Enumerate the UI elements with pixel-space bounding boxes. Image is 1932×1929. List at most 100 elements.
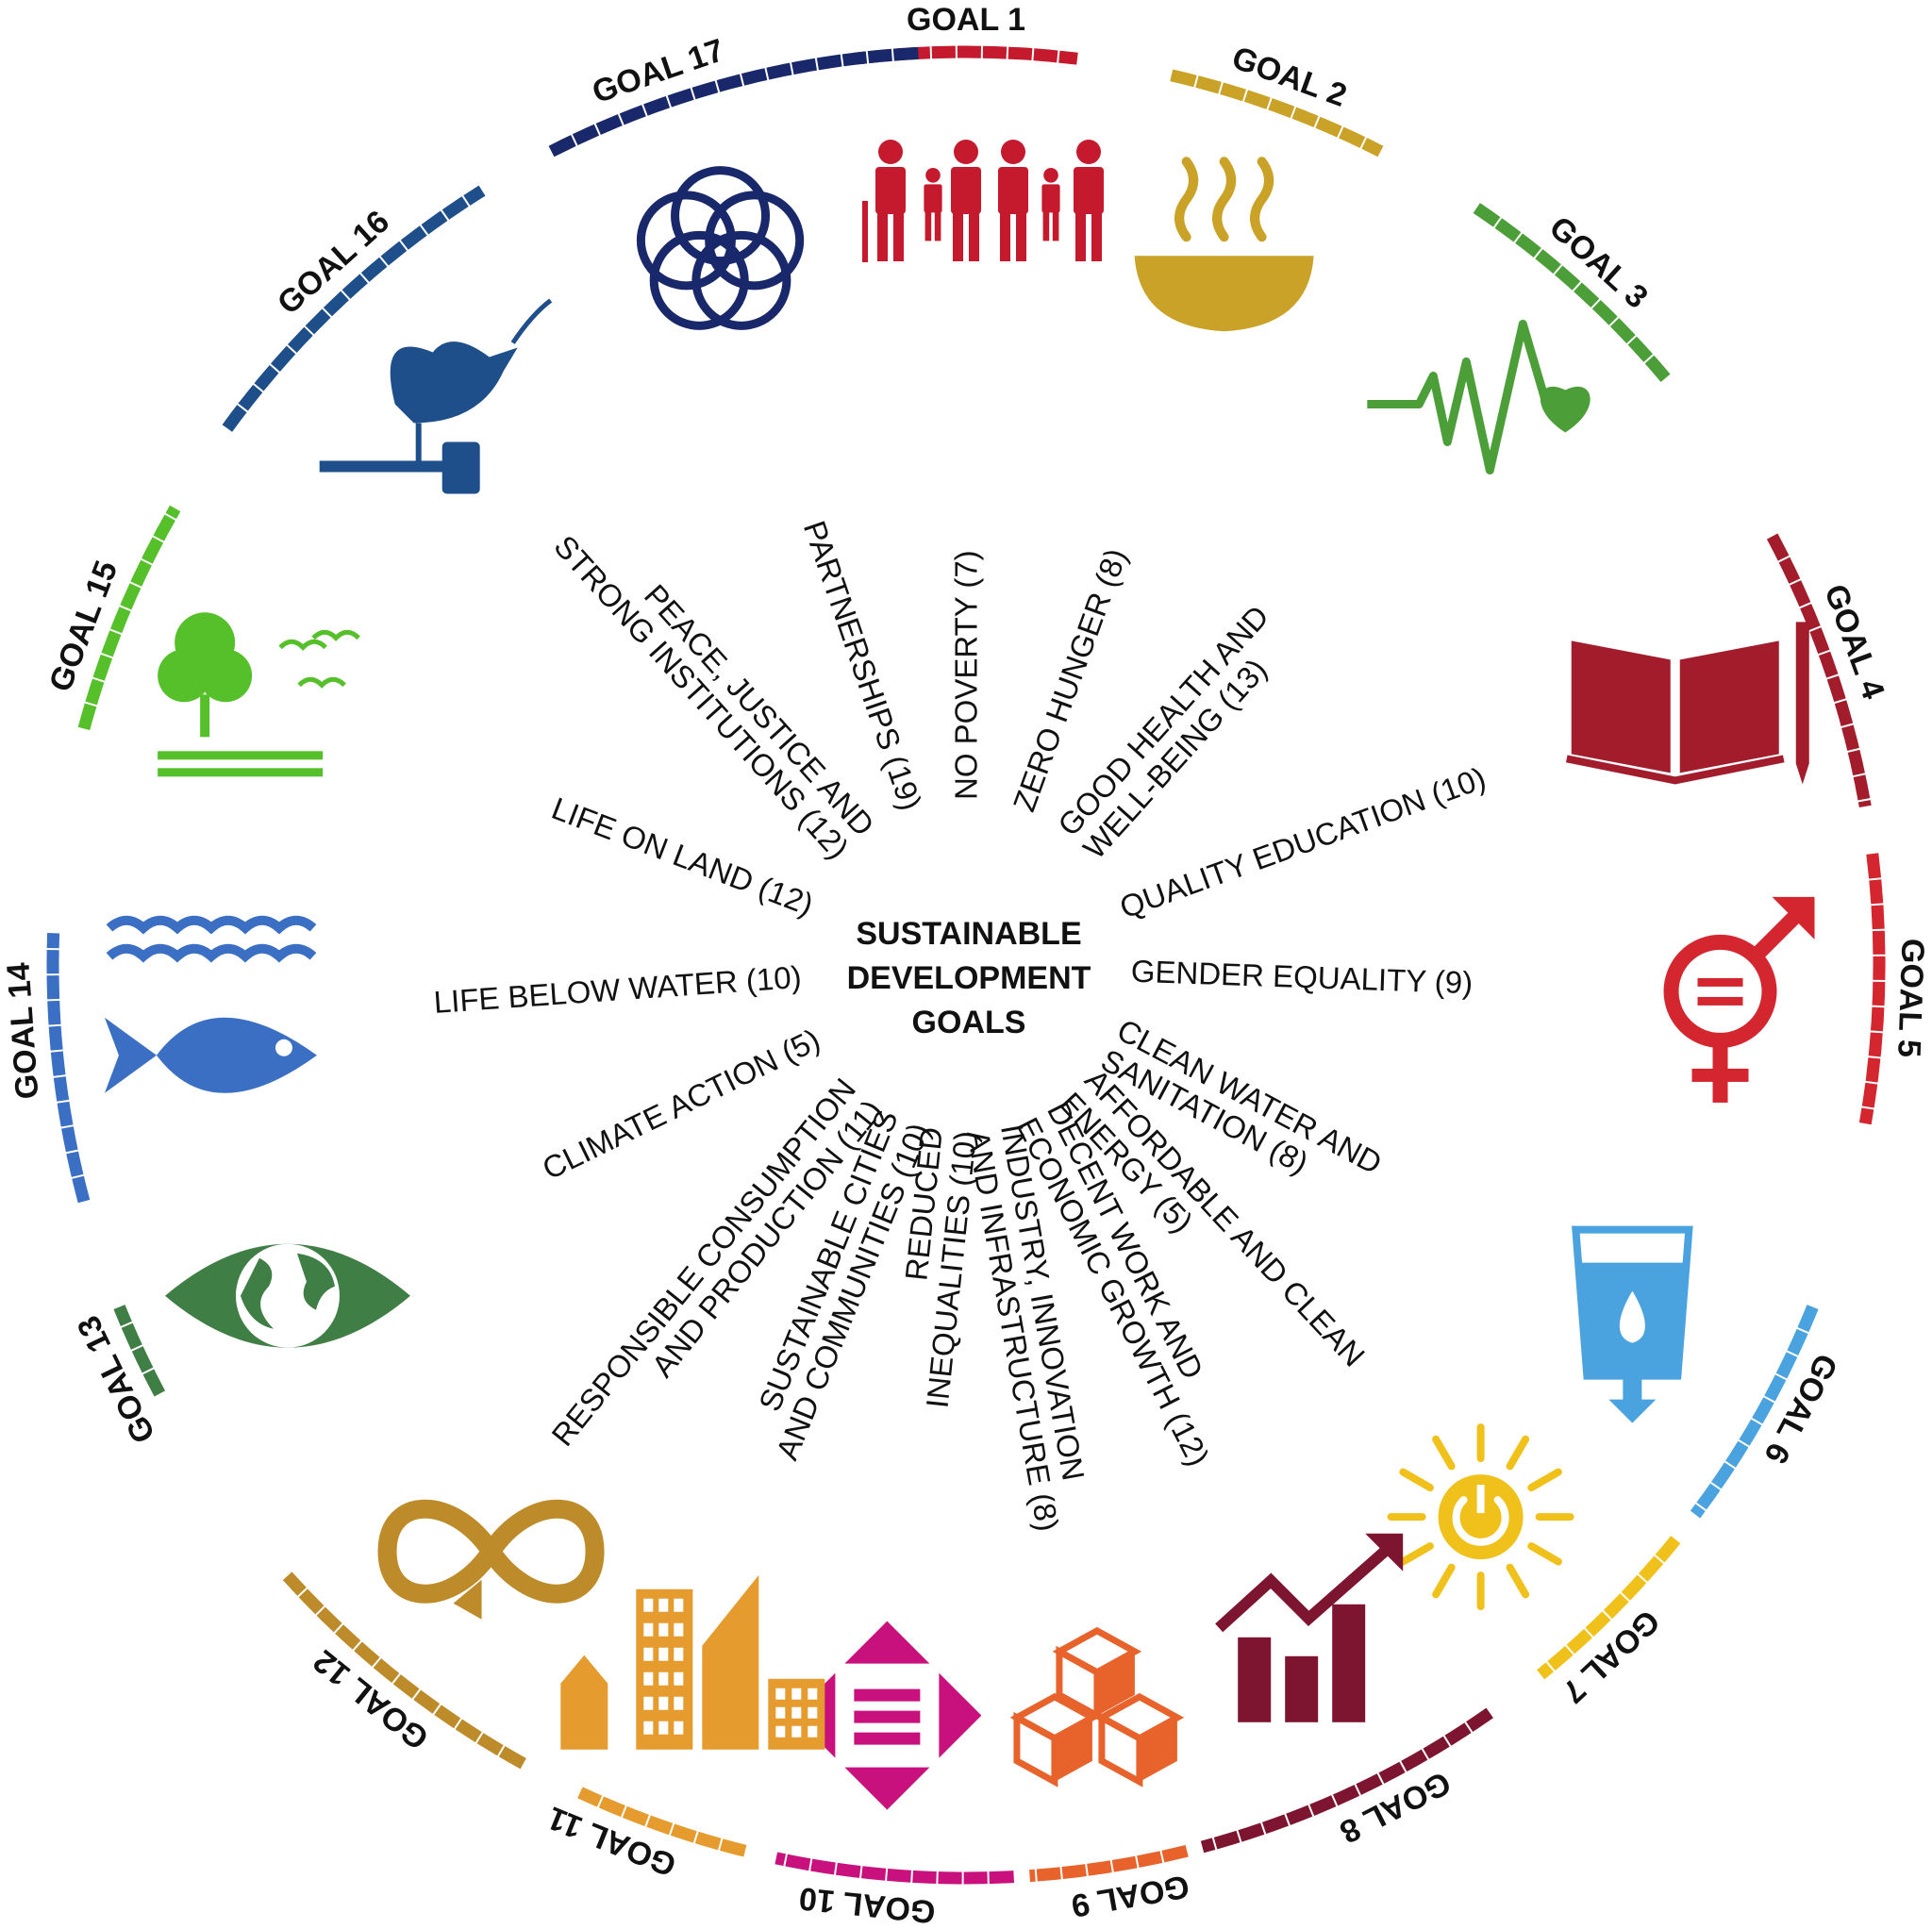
goal-arc-tick <box>1608 316 1620 327</box>
goal-arc-tick <box>714 79 721 93</box>
goal-arc-tick <box>1808 625 1822 633</box>
goal-arc-tick <box>929 45 933 59</box>
tree-birds-icon <box>158 612 360 777</box>
goal-arc-tick <box>1846 747 1860 754</box>
spoke-label-line: LIFE BELOW WATER (10) <box>433 959 803 1020</box>
goal-arc-tick <box>1545 1660 1556 1672</box>
goal-arc-tick <box>1492 216 1503 229</box>
goal-arc-tick <box>1654 1554 1665 1565</box>
goal-arc-tick <box>764 67 770 81</box>
goal-arc-tick <box>46 998 60 1002</box>
goal-arc-tick <box>1625 334 1638 345</box>
goal-label: GOAL 1 <box>907 2 1025 38</box>
goal-label: GOAL 10 <box>797 1880 937 1929</box>
goal-arc-tick <box>1798 601 1812 609</box>
goal-arc <box>113 1305 166 1397</box>
goal-arc-tick <box>1788 578 1802 586</box>
goal-arc-tick <box>391 1672 402 1685</box>
goal-label: GOAL 4 <box>1817 580 1891 704</box>
goal-arc-tick <box>322 307 333 319</box>
goal-arc-tick <box>1796 1326 1809 1335</box>
goal-arc-tick <box>1602 1609 1613 1621</box>
goal-arc-tick <box>453 1718 463 1730</box>
goal-arc-tick <box>692 1830 699 1844</box>
goal-arc-tick <box>130 1344 144 1352</box>
goal-arc-tick <box>717 1838 724 1852</box>
goal-arc-tick <box>1750 1417 1763 1426</box>
goal-arc-tick <box>1825 673 1840 680</box>
center-title-line: SUSTAINABLE <box>856 916 1081 952</box>
goal-arc-tick <box>1442 1735 1452 1748</box>
goal-arc-tick <box>286 343 298 355</box>
goal-arc-tick <box>690 87 696 101</box>
goal-arc-tick <box>1642 353 1655 364</box>
goal-arc-tick <box>668 1822 675 1837</box>
goal-arc <box>1029 1844 1189 1883</box>
goal-arc-tick <box>1857 798 1872 803</box>
goal-arc-tick <box>596 1795 605 1808</box>
goal-label: GOAL 14 <box>0 961 45 1100</box>
goal-arc-tick <box>1513 231 1524 244</box>
goal-arc-tick <box>1359 136 1368 150</box>
goal-arc-tick <box>1868 877 1882 881</box>
goal-arc-tick <box>1421 1748 1430 1761</box>
water-glass-icon <box>1572 1225 1693 1423</box>
goal-arc-tick <box>164 512 177 522</box>
goal-arc-tick <box>1619 1591 1631 1603</box>
goal-arc-tick <box>475 1731 484 1744</box>
goal-arc-tick <box>140 557 154 566</box>
goal-arc-tick <box>461 194 471 208</box>
goal-arc <box>77 505 181 731</box>
spoke-label: LIFE BELOW WATER (10) <box>433 959 803 1020</box>
goal-arc-tick <box>440 208 450 222</box>
goal-arc-tick <box>1464 1721 1474 1734</box>
goal-arc <box>1537 1536 1681 1680</box>
goal-arc-tick <box>789 61 794 75</box>
goal-arc-tick <box>891 48 894 62</box>
goal-arc-tick <box>1313 115 1321 129</box>
goal-arc-tick <box>71 1173 85 1179</box>
goal-arc-tick <box>60 1124 75 1129</box>
goal-arc-tick <box>1762 1395 1776 1404</box>
growth-chart-icon <box>1215 1533 1404 1722</box>
goal-arc-tick <box>269 363 281 374</box>
goal-arc-tick <box>1284 1813 1291 1827</box>
goal-arc-tick <box>53 1074 67 1078</box>
goal-arc-tick <box>1777 555 1790 563</box>
goal-arc-tick <box>236 403 249 413</box>
goal-arc-tick <box>1583 1627 1594 1638</box>
goal-arc-tick <box>1290 106 1297 120</box>
goal-arc-tick <box>1774 1372 1788 1381</box>
goal-arc-tick <box>814 57 820 72</box>
goal-arc-tick <box>570 133 578 147</box>
goal-arc-tick <box>593 123 602 137</box>
goal-arc-tick <box>808 1857 813 1871</box>
goal-arc-tick <box>1236 1829 1242 1843</box>
goal-arc-tick <box>1337 125 1344 139</box>
goal-arc-tick <box>885 1868 889 1882</box>
goal-arc-tick <box>1376 1771 1385 1786</box>
spoke-label: NO POVERTY (7) <box>949 550 984 800</box>
goal-arc-tick <box>56 1099 70 1104</box>
spoke-label: GENDER EQUALITY (9) <box>1130 954 1474 1001</box>
goal-arc-tick <box>120 1321 134 1329</box>
goal-arc-tick <box>1553 263 1563 275</box>
goal-arc-tick <box>1034 1869 1038 1883</box>
goal-arc-tick <box>352 1639 363 1652</box>
goal-arc-tick <box>252 382 264 393</box>
spoke-label-line: NO POVERTY (7) <box>949 550 984 800</box>
goal-arc-tick <box>665 94 673 108</box>
center-title: SUSTAINABLE DEVELOPMENT GOALS <box>847 916 1091 1040</box>
goal-arc-tick <box>1709 1481 1723 1491</box>
goal-arc-tick <box>1218 81 1224 95</box>
goal-arc-tick <box>1861 1106 1875 1110</box>
goal-arc-tick <box>1354 1783 1362 1797</box>
book-pencil-icon <box>1565 622 1809 785</box>
goal-arc-tick <box>1724 1460 1737 1470</box>
goal-arc <box>282 1571 526 1770</box>
goal-arc-tick <box>1867 1056 1882 1059</box>
city-buildings-icon <box>560 1574 825 1750</box>
goal-arc-tick <box>371 1656 382 1669</box>
goal-arc-tick <box>1564 1644 1575 1656</box>
goal-arc-tick <box>858 1865 863 1879</box>
